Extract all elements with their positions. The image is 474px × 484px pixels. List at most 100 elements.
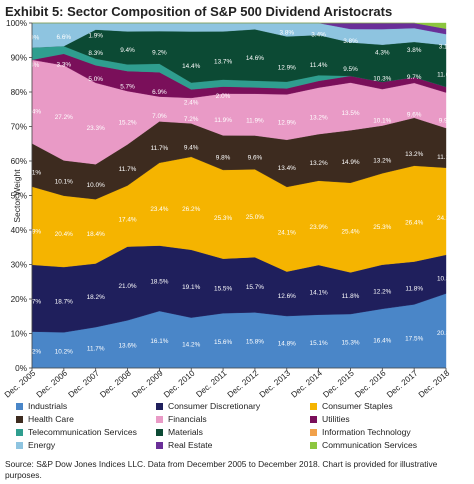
legend-item-consumer-staples: Consumer Staples	[310, 400, 470, 412]
legend-swatch	[156, 402, 163, 410]
value-label: 10.3%	[373, 76, 391, 83]
x-tick-label: Dec. 2009	[130, 368, 165, 399]
legend-item-utilities: Utilities	[310, 413, 470, 425]
value-label: 15.2%	[118, 120, 136, 127]
legend-item-financials: Financials	[156, 413, 310, 425]
value-label: 14.1%	[310, 289, 328, 296]
legend-swatch	[156, 415, 163, 423]
legend-label: Financials	[168, 414, 207, 424]
value-label: 11.1%	[437, 154, 455, 161]
value-label: 9.4%	[184, 145, 199, 152]
y-tick-label: 70%	[11, 123, 27, 132]
value-label: 6.9%	[152, 89, 167, 96]
value-label: 10.1%	[55, 178, 73, 185]
value-label: 13.6%	[118, 343, 136, 350]
value-label: 25.0%	[246, 214, 264, 221]
legend-swatch	[16, 402, 23, 410]
value-label: 13.2%	[310, 115, 328, 122]
y-axis-title: Sector Weight	[12, 169, 22, 223]
value-label: 3.8%	[280, 30, 295, 37]
value-label: 13.5%	[341, 110, 359, 117]
value-label: 15.1%	[310, 340, 328, 347]
y-tick-label: 30%	[11, 261, 27, 270]
chart-title: Exhibit 5: Sector Composition of S&P 500…	[5, 4, 393, 19]
legend-swatch	[16, 415, 23, 423]
value-label: 23.9%	[310, 224, 328, 231]
value-label: 11.7%	[87, 346, 105, 353]
value-label: 13.2%	[373, 158, 391, 165]
x-tick-label: Dec. 2005	[3, 368, 38, 399]
value-label: 21.0%	[118, 283, 136, 290]
legend-item-industrials: Industrials	[16, 400, 156, 412]
value-label: 13.7%	[214, 59, 232, 66]
legend-item-communication-services: Communication Services	[310, 439, 470, 451]
x-tick-label: Dec. 2010	[162, 368, 197, 399]
value-label: 23.4%	[150, 206, 168, 213]
value-label: 3.8%	[343, 38, 358, 45]
value-label: 18.4%	[87, 231, 105, 238]
legend-label: Materials	[168, 427, 203, 437]
value-label: 9.2%	[152, 50, 167, 57]
value-label: 9.6%	[407, 111, 422, 118]
x-tick-label: Dec. 2012	[226, 368, 261, 399]
x-tick-label: Dec. 2011	[194, 368, 228, 399]
value-label: 7.0%	[152, 113, 167, 120]
value-label: 25.4%	[341, 229, 359, 236]
value-label: 5.7%	[120, 83, 135, 90]
value-label: 14.6%	[246, 55, 264, 62]
value-label: 15.5%	[214, 285, 232, 292]
legend-item-information-technology: Information Technology	[310, 426, 470, 438]
value-label: 9.5%	[343, 66, 358, 73]
chart-legend: Industrials Consumer Discretionary Consume…	[16, 400, 472, 451]
x-tick-label: Dec. 2006	[35, 368, 70, 399]
legend-label: Utilities	[322, 414, 350, 424]
legend-label: Real Estate	[168, 440, 213, 450]
legend-item-materials: Materials	[156, 426, 310, 438]
area-communication-services	[32, 22, 447, 29]
value-label: 10.1%	[373, 117, 391, 124]
value-label: 9.7%	[407, 74, 422, 81]
legend-label: Information Technology	[322, 427, 411, 437]
value-label: 9.8%	[216, 155, 231, 162]
legend-swatch	[310, 441, 317, 449]
y-tick-label: 100%	[6, 19, 27, 28]
legend-label: Communication Services	[322, 440, 418, 450]
value-label: 16.4%	[373, 338, 391, 345]
y-tick-label: 80%	[11, 88, 27, 97]
value-label: 24.1%	[278, 230, 296, 237]
value-label: 3.3%	[57, 61, 72, 68]
legend-label: Consumer Discretionary	[168, 401, 261, 411]
x-tick-label: Dec. 2016	[353, 368, 388, 399]
value-label: 9.4%	[120, 47, 135, 54]
value-label: 11.9%	[214, 117, 232, 124]
value-label: 3.4%	[311, 32, 326, 39]
legend-label: Consumer Staples	[322, 401, 393, 411]
legend-item-energy: Energy	[16, 439, 156, 451]
value-label: 12.6%	[278, 293, 296, 300]
x-tick-label: Dec. 2017	[385, 368, 420, 399]
x-tick-label: Dec. 2018	[417, 368, 452, 399]
value-label: 14.2%	[182, 342, 200, 349]
value-label: 1.9%	[88, 32, 103, 39]
value-label: 13.4%	[278, 165, 296, 172]
value-label: 7.2%	[184, 116, 199, 123]
y-tick-label: 90%	[11, 54, 27, 63]
value-label: 6.6%	[57, 34, 72, 41]
value-label: 12.9%	[278, 65, 296, 72]
value-label: 15.8%	[246, 339, 264, 346]
value-label: 11.4%	[310, 62, 328, 69]
value-label: 26.4%	[405, 219, 423, 226]
value-label: 4.3%	[375, 50, 390, 57]
value-label: 14.9%	[341, 159, 359, 166]
value-label: 18.2%	[87, 294, 105, 301]
value-label: 8.3%	[88, 50, 103, 57]
value-label: 10.2%	[55, 348, 73, 355]
value-label: 13.2%	[310, 160, 328, 167]
stacked-area-chart: 10.2%18.7%21.9%12.1%23.4%3.4%6.9%10.2%18…	[2, 19, 455, 400]
value-label: 2.4%	[184, 99, 199, 106]
value-label: 23.3%	[87, 125, 105, 132]
value-label: 17.5%	[405, 336, 423, 343]
legend-item-telecommunication-services: Telecommunication Services	[16, 426, 156, 438]
value-label: 9.6%	[248, 155, 263, 162]
y-tick-label: 40%	[11, 226, 27, 235]
